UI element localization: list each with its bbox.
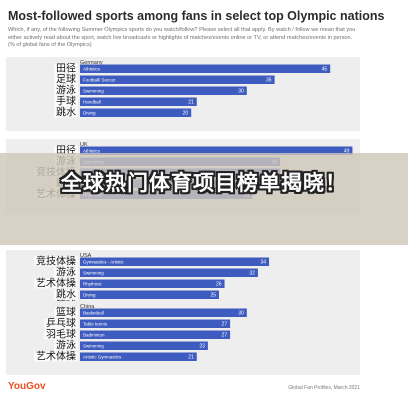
bar (80, 341, 208, 350)
bar-category-label: Artistic Gymnastics (83, 355, 122, 360)
overlay-label-background (34, 278, 78, 289)
bar-category-label: Diving (83, 111, 96, 116)
bar (80, 290, 219, 299)
bar-value-label: 32 (249, 271, 255, 277)
source-note: Global Fan Profiles, March 2021 (288, 385, 360, 391)
bar-value-label: 21 (188, 355, 194, 361)
overlay-chinese-label: 手球 (56, 95, 76, 108)
bar (80, 352, 197, 361)
bar (80, 75, 275, 84)
bar-value-label: 45 (322, 67, 328, 73)
overlay-chinese-label: 跳水 (56, 288, 76, 301)
bar-value-label: 27 (222, 333, 228, 339)
bar-value-label: 23 (199, 344, 205, 350)
bar-value-label: 25 (210, 293, 216, 299)
overlay-chinese-label: 乒乓球 (46, 317, 76, 330)
overlay-chinese-label: 竞技体操 (36, 255, 76, 268)
bar-category-label: Basketball (83, 311, 104, 316)
overlay-chinese-label: 艺术体操 (36, 350, 76, 363)
bar-value-label: 21 (188, 100, 194, 106)
overlay-label-background (54, 63, 78, 74)
panel-country-label: UK (80, 142, 88, 148)
overlay-label-background (54, 267, 78, 278)
panel-country-label: Germany (80, 60, 103, 66)
bar (80, 257, 270, 266)
overlay-label-background (44, 329, 78, 340)
bar (80, 108, 192, 117)
bar-category-label: Rhythmic (83, 282, 103, 287)
bar-category-label: Athletics (83, 67, 101, 72)
bar-value-label: 26 (216, 282, 222, 288)
chart-subtitle: Which, if any, of the following Summer O… (8, 27, 356, 48)
panel-country-label: USA (80, 253, 92, 259)
overlay-chinese-label: 艺术体操 (36, 277, 76, 290)
overlay-label-background (54, 74, 78, 85)
headline-text: 全球热门体育项目榜单揭晓！ (61, 172, 347, 195)
bar-category-label: Athletics (83, 149, 101, 154)
overlay-label-background (54, 96, 78, 107)
bar-value-label: 30 (238, 89, 244, 95)
overlay-label-background (54, 340, 78, 351)
bar-category-label: Handball (83, 100, 101, 105)
overlay-chinese-label: 田径 (56, 62, 76, 75)
bar (80, 146, 353, 155)
bar-category-label: Swimming (83, 271, 104, 276)
bar-category-label: Gymnastics - Artistic (83, 260, 125, 265)
yougov-logo: YouGov (8, 381, 46, 392)
overlay-label-background (34, 256, 78, 267)
overlay-label-background (54, 307, 78, 318)
overlay-label-background (54, 85, 78, 96)
chart-title: Most-followed sports among fans in selec… (8, 9, 385, 23)
bar-value-label: 34 (260, 260, 266, 266)
overlay-chinese-label: 篮球 (56, 306, 76, 319)
overlay-chinese-label: 足球 (56, 73, 76, 86)
overlay-label-background (54, 145, 78, 156)
bar-value-label: 30 (238, 311, 244, 317)
overlay-label-background (34, 351, 78, 362)
bar-category-label: Diving (83, 293, 96, 298)
bar (80, 308, 247, 317)
overlay-label-background (54, 107, 78, 118)
bar (80, 268, 258, 277)
overlay-chinese-label: 游泳 (56, 266, 76, 279)
bar-category-label: Swimming (83, 344, 104, 349)
bar-value-label: 20 (183, 111, 189, 117)
bar (80, 64, 331, 73)
bar (80, 279, 225, 288)
bar-value-label: 27 (222, 322, 228, 328)
overlay-chinese-label: 游泳 (56, 84, 76, 97)
overlay-chinese-label: 跳水 (56, 106, 76, 119)
overlay-chinese-label: 游泳 (56, 339, 76, 352)
overlay-chinese-label: 羽毛球 (46, 328, 76, 341)
bar-value-label: 49 (344, 149, 350, 155)
bar-value-label: 35 (266, 78, 272, 84)
bar (80, 86, 247, 95)
overlay-label-background (44, 318, 78, 329)
bar-category-label: Swimming (83, 89, 104, 94)
headline-banner (0, 153, 408, 245)
bar-category-label: Badminton (83, 333, 105, 338)
panel-country-label: China (80, 304, 95, 310)
bar-category-label: Table tennis (83, 322, 108, 327)
overlay-label-background (54, 289, 78, 300)
bar (80, 319, 231, 328)
bar (80, 97, 197, 106)
bar (80, 330, 231, 339)
bar-category-label: Football/ Soccer (83, 78, 116, 83)
